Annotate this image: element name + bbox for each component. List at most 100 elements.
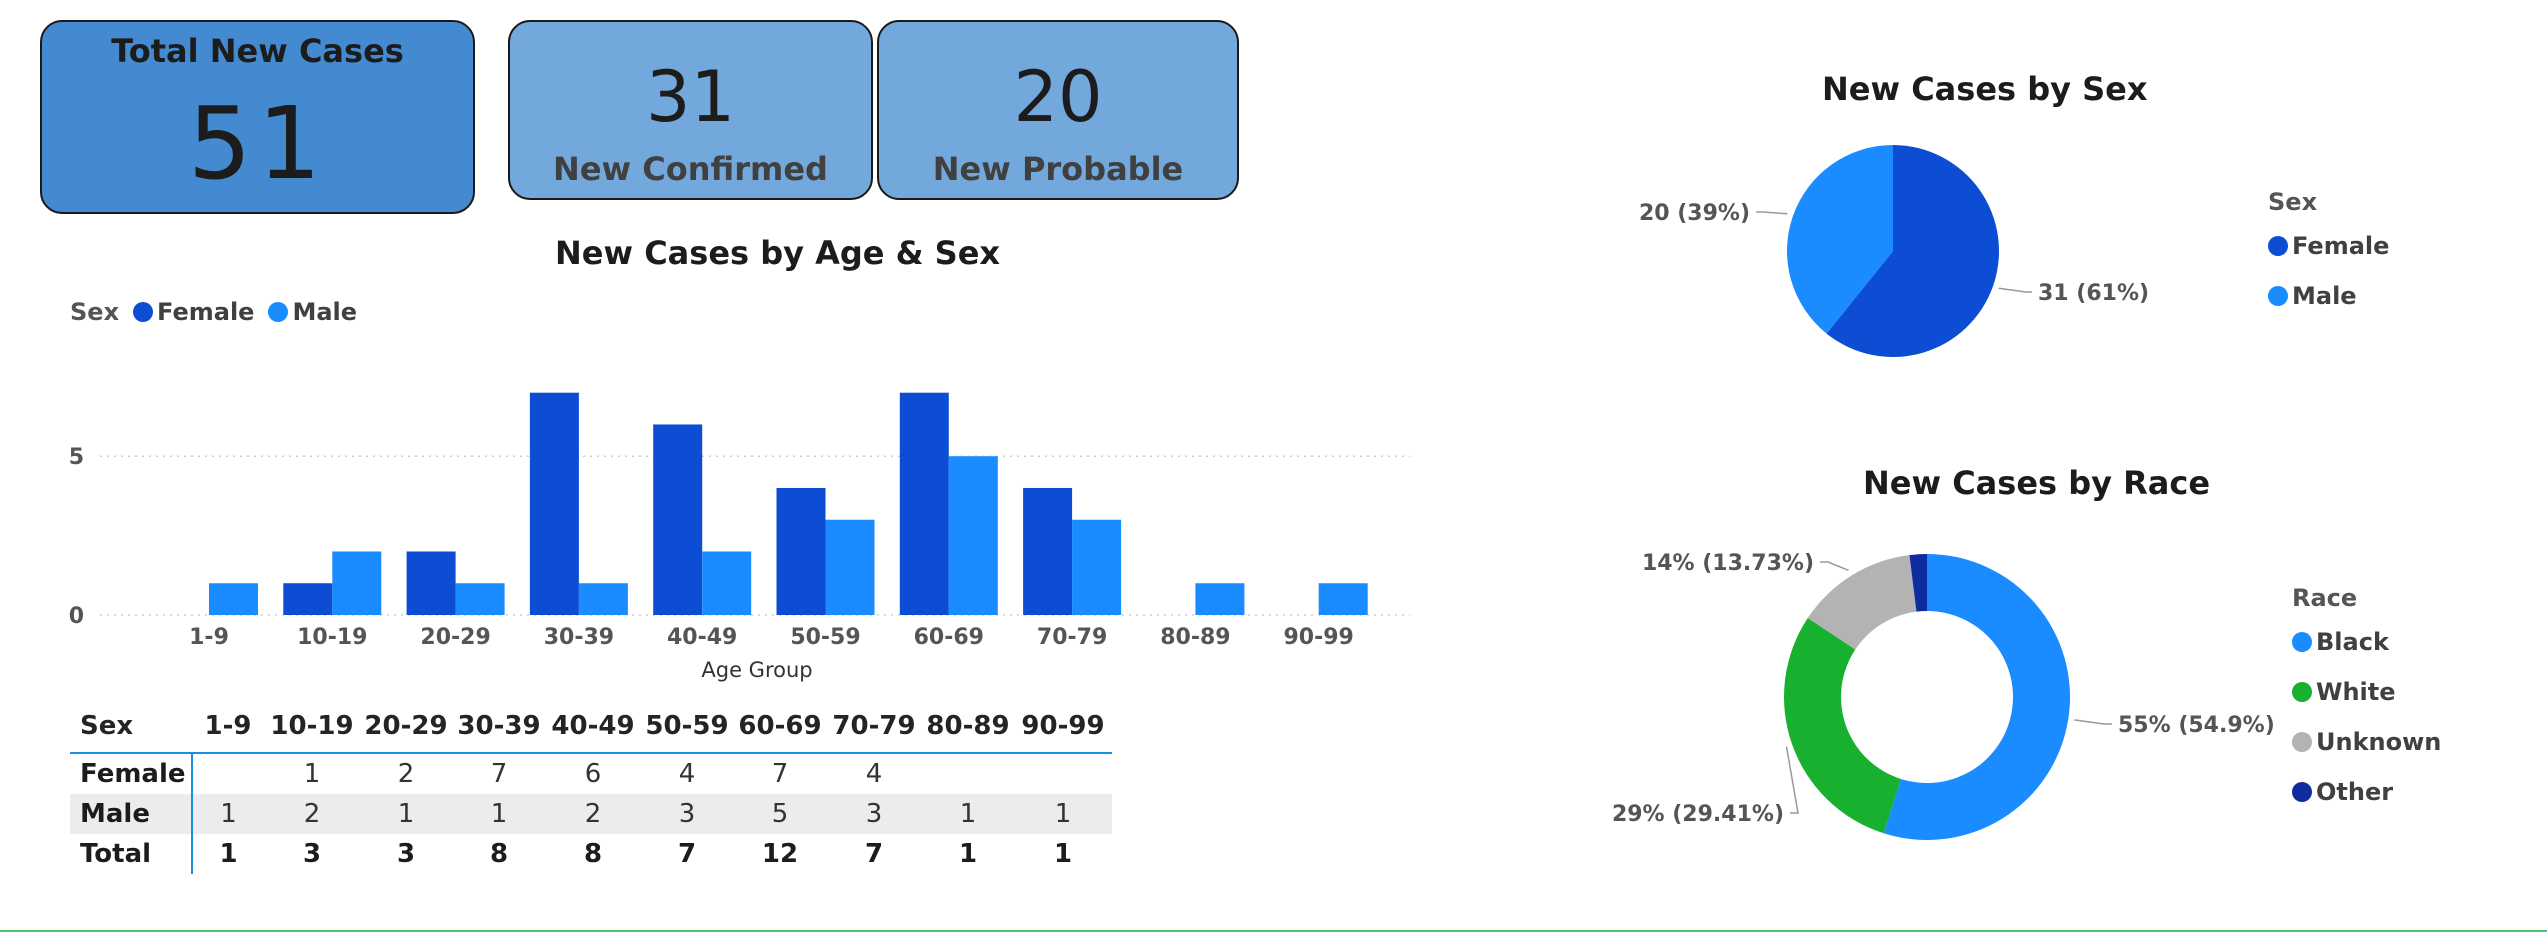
new-probable-value: 20	[1013, 56, 1103, 138]
bar-female[interactable]	[776, 487, 826, 615]
sex-legend-item-female[interactable]: Female	[2268, 232, 2389, 260]
race-legend-label: White	[2316, 678, 2396, 706]
data-label: 31 (61%)	[2038, 281, 2149, 306]
bar-female[interactable]	[406, 551, 456, 615]
table-cell: 7	[771, 759, 789, 789]
slice-other[interactable]	[1909, 554, 1927, 612]
bar-female[interactable]	[899, 392, 949, 615]
table-cell: 1	[219, 839, 238, 869]
race-legend-item-unknown[interactable]: Unknown	[2292, 728, 2441, 756]
x-axis-label: Age Group	[701, 658, 812, 682]
table-cell: 1	[1053, 839, 1073, 869]
slice-unknown[interactable]	[1807, 555, 1917, 650]
table-cell	[922, 753, 1014, 794]
table-cell: 7	[864, 839, 884, 869]
table-cell: 2	[546, 794, 640, 834]
sex-pie-legend: Sex Female Male	[2268, 188, 2389, 332]
data-label: 20 (39%)	[1639, 201, 1750, 226]
slice-black[interactable]	[1883, 554, 2070, 840]
x-tick-label: 90-99	[1284, 625, 1354, 650]
bar-female[interactable]	[529, 392, 579, 615]
race-legend-item-black[interactable]: Black	[2292, 628, 2441, 656]
table-cell: 4	[678, 759, 696, 789]
table-cell: 1	[303, 759, 321, 789]
table-header-cell: 30-39	[452, 700, 546, 754]
race-legend-item-other[interactable]: Other	[2292, 778, 2441, 806]
slice-female[interactable]	[1826, 145, 1999, 357]
bar-male[interactable]	[948, 456, 998, 615]
table-cell: 7	[677, 839, 697, 869]
race-donut-legend: Race Black White Unknown Other	[2292, 584, 2441, 828]
sex-legend-label: Male	[2292, 282, 2357, 310]
age-sex-chart-title: New Cases by Age & Sex	[555, 234, 1001, 272]
table-cell: 4	[865, 759, 883, 789]
sex-pie-title: New Cases by Sex	[1822, 70, 2148, 108]
table-cell: 1	[958, 839, 978, 869]
table-cell: 5	[734, 794, 826, 834]
table-cell: 1	[360, 794, 452, 834]
table-cell: 2	[264, 794, 360, 834]
race-donut-chart: 55% (54.9%) 29% (29.41%) 14% (13.73%)	[1612, 551, 2275, 840]
leader-line	[1756, 211, 1788, 215]
table-header-row: Sex 1-9 10-19 20-29 30-39 40-49 50-59 60…	[70, 700, 1112, 754]
race-legend-label: Other	[2316, 778, 2394, 806]
table-header-cell: 20-29	[360, 700, 452, 754]
bar-male[interactable]	[1195, 583, 1245, 615]
sex-pie-legend-title: Sex	[2268, 188, 2318, 216]
other-legend-dot	[2292, 782, 2312, 802]
table-row: Male 1 2 1 1 2 3 5 3 1 1	[70, 794, 1112, 834]
bar-male[interactable]	[1072, 519, 1122, 615]
table-cell	[192, 753, 264, 794]
slice-male[interactable]	[1787, 145, 1893, 334]
table-row: Total 1 3 3 8 8 7 12 7 1 1	[70, 834, 1112, 874]
bar-male[interactable]	[825, 519, 875, 615]
table-header-cell: 10-19	[264, 700, 360, 754]
x-tick-label: 50-59	[790, 625, 860, 650]
male-legend-dot	[268, 302, 289, 322]
bar-male[interactable]	[578, 583, 628, 615]
x-tick-label: 60-69	[914, 625, 984, 650]
sex-legend-label: Female	[2292, 232, 2390, 260]
male-legend-dot	[2268, 286, 2288, 306]
race-donut-title: New Cases by Race	[1863, 464, 2211, 502]
table-cell: 1	[1014, 794, 1112, 834]
new-probable-card: 20 New Probable	[877, 20, 1239, 200]
table-cell: 1	[452, 794, 546, 834]
bar-female[interactable]	[1023, 487, 1073, 615]
table-cell	[1014, 753, 1112, 794]
race-legend-label: Unknown	[2316, 728, 2442, 756]
table-header-cell: 70-79	[826, 700, 922, 754]
age-sex-legend: Sex Female Male	[70, 298, 357, 326]
bar-male[interactable]	[455, 583, 505, 615]
leader-line	[1820, 561, 1849, 572]
female-legend-dot	[133, 302, 154, 322]
new-confirmed-label: New Confirmed	[553, 150, 828, 188]
table-cell: 12	[761, 839, 799, 869]
x-tick-label: 80-89	[1160, 625, 1230, 650]
table-header-cell: 40-49	[546, 700, 640, 754]
x-tick-label: 30-39	[544, 625, 614, 650]
bottom-divider	[0, 930, 2547, 932]
total-new-cases-title: Total New Cases	[111, 32, 404, 70]
new-confirmed-card: 31 New Confirmed	[508, 20, 873, 200]
bar-male[interactable]	[209, 583, 258, 615]
bar-male[interactable]	[332, 551, 382, 615]
female-legend-label[interactable]: Female	[157, 298, 255, 326]
sex-legend-item-male[interactable]: Male	[2268, 282, 2389, 310]
y-tick-label: 0	[69, 604, 84, 629]
age-sex-legend-title: Sex	[70, 298, 120, 326]
bar-male[interactable]	[702, 551, 752, 615]
table-header-cell: 80-89	[922, 700, 1014, 754]
slice-white[interactable]	[1784, 618, 1901, 834]
male-legend-label[interactable]: Male	[292, 298, 358, 326]
bar-female[interactable]	[283, 583, 333, 615]
data-label: 55% (54.9%)	[2118, 713, 2275, 738]
bar-male[interactable]	[1318, 583, 1368, 615]
x-tick-label: 70-79	[1037, 625, 1107, 650]
y-tick-label: 5	[69, 445, 84, 470]
black-legend-dot	[2292, 632, 2312, 652]
white-legend-dot	[2292, 682, 2312, 702]
bar-female[interactable]	[653, 424, 703, 615]
total-new-cases-card: Total New Cases 51	[40, 20, 475, 214]
race-legend-item-white[interactable]: White	[2292, 678, 2441, 706]
